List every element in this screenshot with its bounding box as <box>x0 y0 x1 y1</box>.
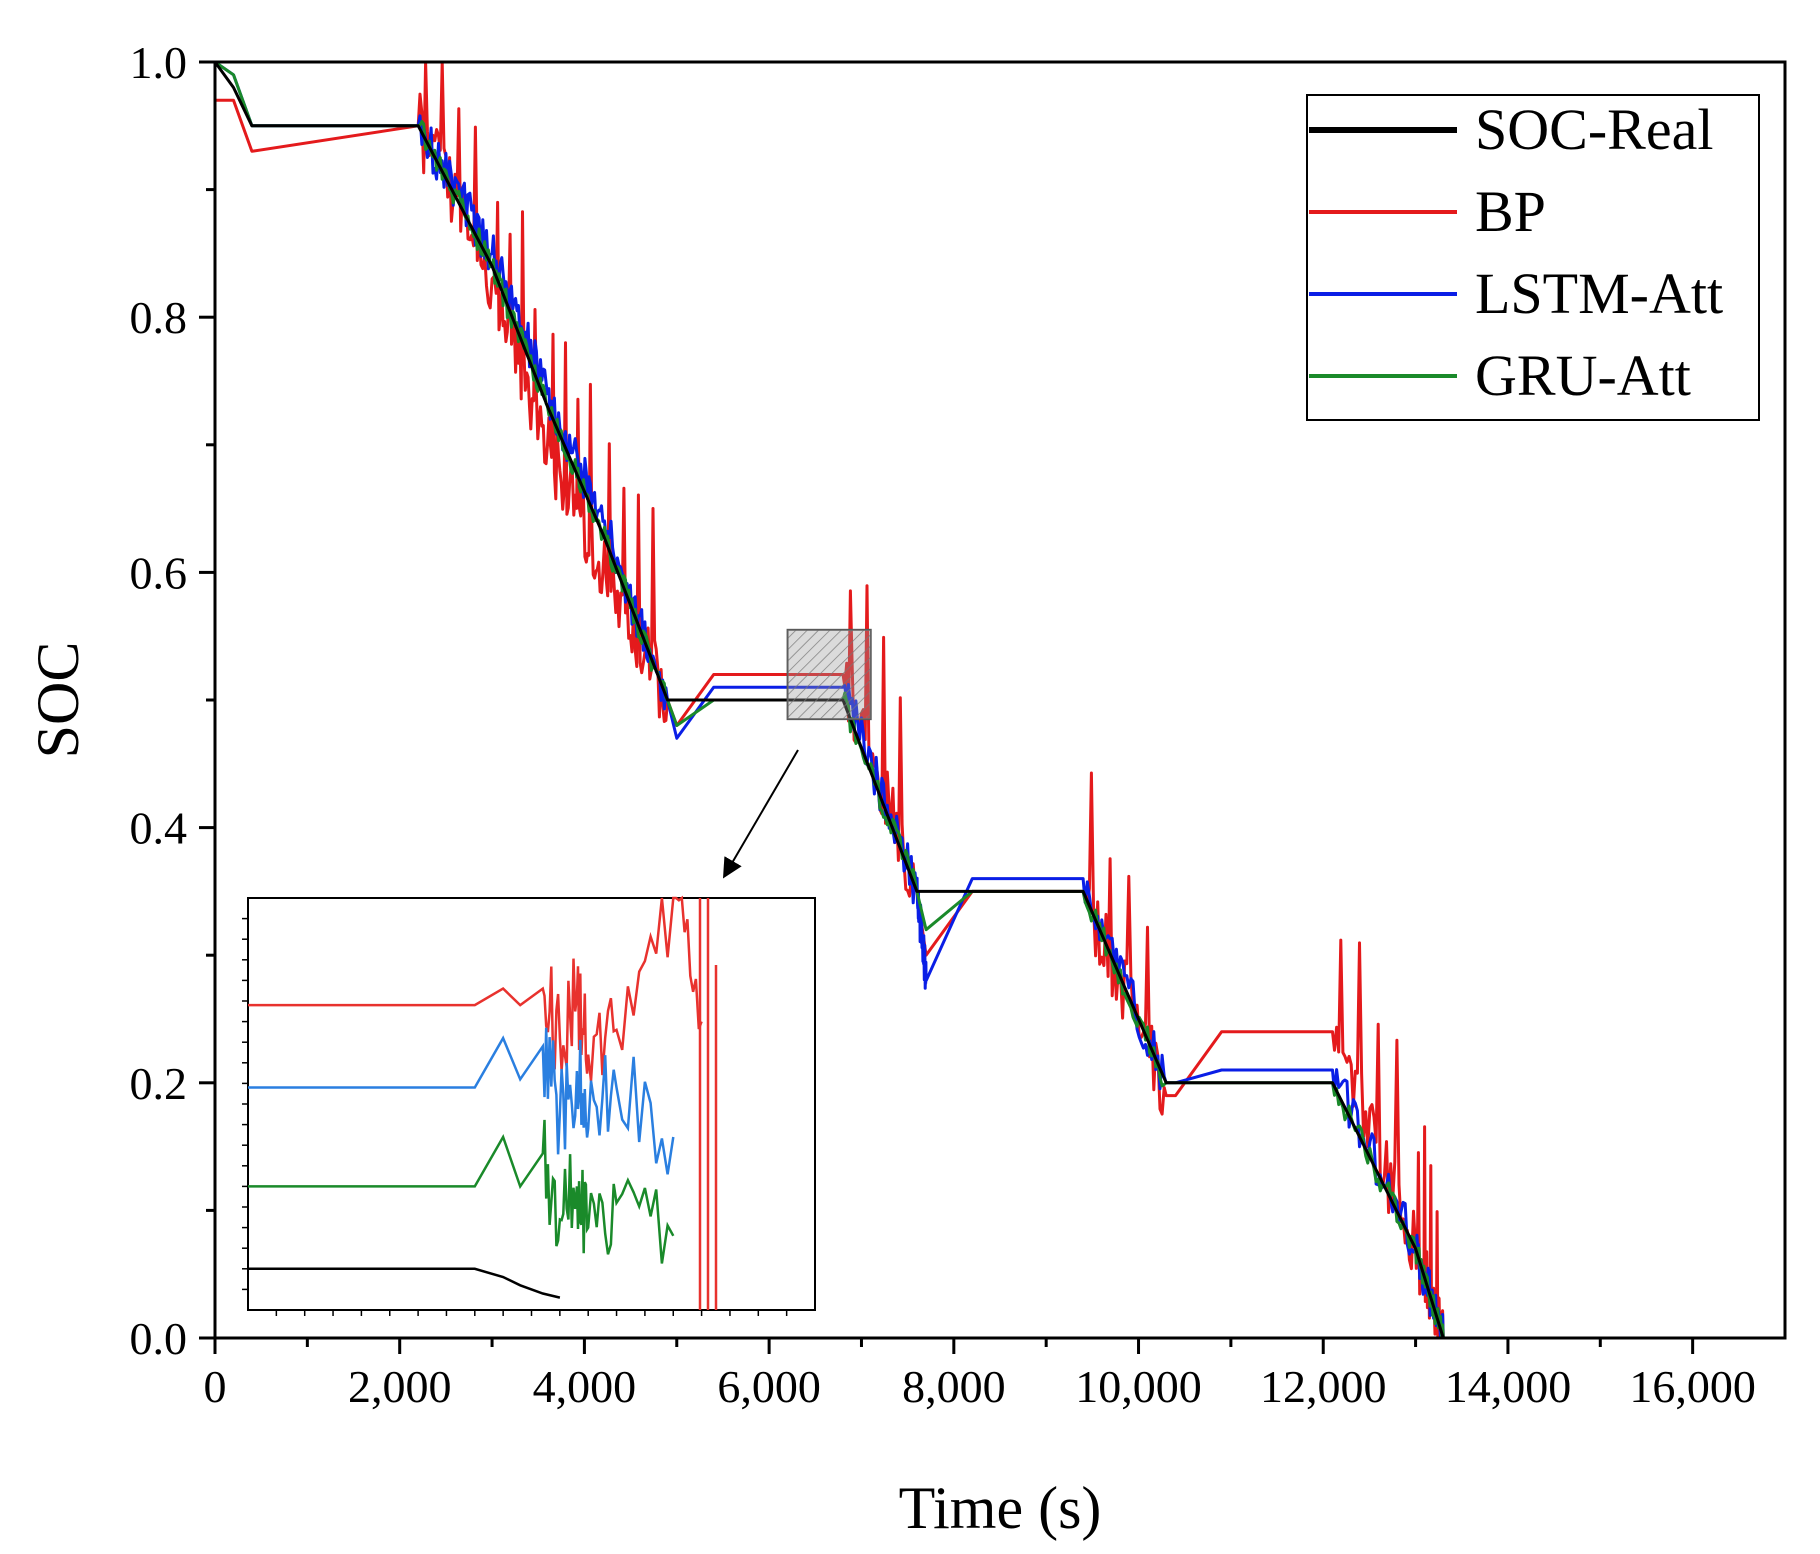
y-tick-label: 0.4 <box>130 803 188 854</box>
inset-line-gru-att <box>248 1119 675 1264</box>
x-tick-label: 10,000 <box>1075 1361 1202 1412</box>
x-tick-label: 4,000 <box>533 1361 637 1412</box>
y-tick-label: 0.8 <box>130 292 188 343</box>
x-tick-label: 0 <box>204 1361 227 1412</box>
tick-labels: 0 2,000 4,000 6,000 8,000 10,000 12,000 14,000 1… <box>130 37 1756 1412</box>
inset-chart <box>242 895 816 1316</box>
legend-label-bp: BP <box>1475 179 1546 244</box>
inset-line-soc-real <box>248 1267 561 1299</box>
plot-frame <box>213 60 1787 1340</box>
y-axis-title: SOC <box>25 642 91 759</box>
legend-label-lstm-att: LSTM-Att <box>1475 261 1723 326</box>
legend: SOC-Real BP LSTM-Att GRU-Att <box>1306 94 1760 421</box>
x-tick-label: 2,000 <box>348 1361 452 1412</box>
y-tick-label: 1.0 <box>130 37 188 88</box>
x-tick-label: 16,000 <box>1629 1361 1756 1412</box>
y-tick-label: 0.6 <box>130 547 188 598</box>
x-tick-label: 12,000 <box>1260 1361 1387 1412</box>
x-tick-label: 6,000 <box>717 1361 821 1412</box>
legend-label-gru-att: GRU-Att <box>1475 343 1691 408</box>
legend-label-soc-real: SOC-Real <box>1475 97 1713 162</box>
y-tick-label: 0.0 <box>130 1313 188 1364</box>
x-axis-title: Time (s) <box>899 1475 1102 1541</box>
series-line-soc-real <box>213 61 1785 1340</box>
x-tick-label: 8,000 <box>902 1361 1006 1412</box>
legend-box <box>1306 94 1760 421</box>
y-tick-label: 0.2 <box>130 1058 188 1109</box>
zoom-region-box <box>786 628 872 721</box>
inset-frame <box>247 897 816 1311</box>
x-tick-label: 14,000 <box>1445 1361 1572 1412</box>
inset-line-lstm-att <box>248 1027 675 1175</box>
zoom-arrow <box>722 749 799 879</box>
zoom-callout <box>722 628 872 879</box>
